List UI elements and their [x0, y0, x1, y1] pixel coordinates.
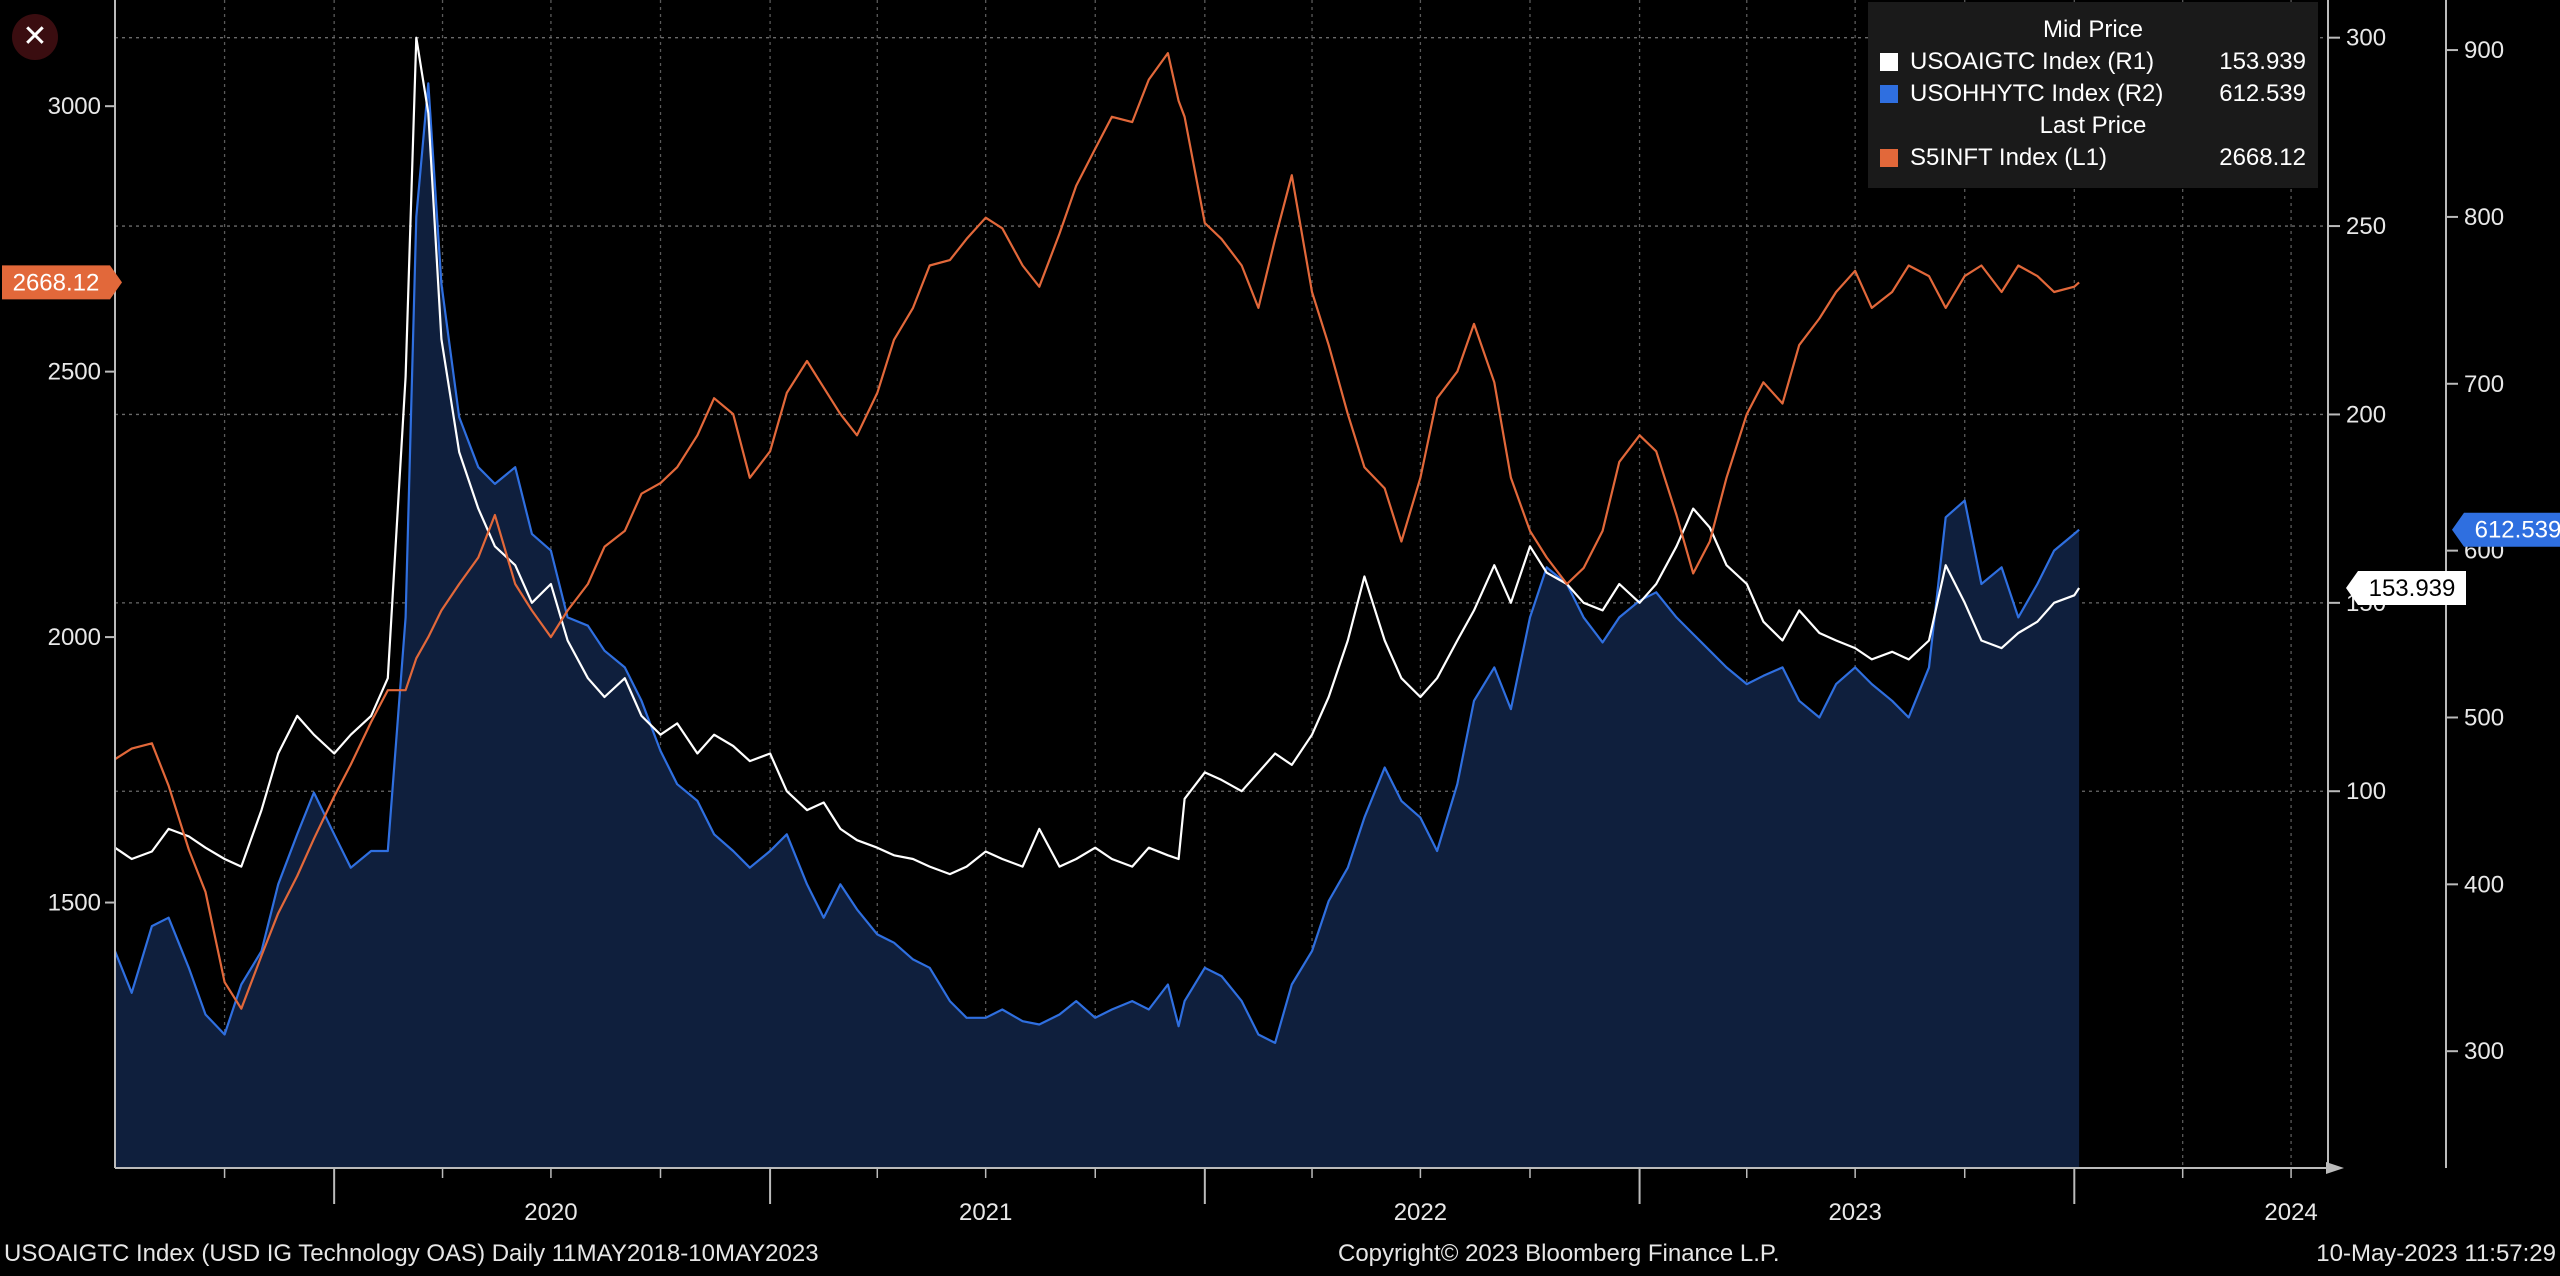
legend-item-value: 612.539 — [2219, 80, 2306, 107]
x-tick-label: 2020 — [524, 1199, 577, 1226]
x-tick-label: 2021 — [959, 1199, 1012, 1226]
legend-last-header: Last Price — [2039, 112, 2147, 139]
legend-swatch — [1880, 53, 1898, 71]
legend: Mid Price USOAIGTC Index (R1) 153.939 US… — [1868, 2, 2318, 188]
legend-mid-header: Mid Price — [2042, 16, 2144, 43]
legend-item-value: 153.939 — [2219, 48, 2306, 75]
right2-tick-label: 500 — [2464, 704, 2504, 731]
last-value-tag-label: 2668.12 — [13, 269, 100, 296]
left-tick-label: 2000 — [48, 624, 101, 651]
legend-item-s5inft: S5INFT Index (L1) 2668.12 — [1868, 142, 2318, 174]
legend-item-usohhytc: USOHHYTC Index (R2) 612.539 — [1868, 78, 2318, 110]
legend-item-value: 2668.12 — [2219, 144, 2306, 171]
series-line-usoaigtc-index — [114, 36, 2081, 876]
series-line-usohhytc-index — [113, 82, 2080, 1044]
x-axis-arrow — [2326, 1162, 2344, 1174]
right2-tick-label: 400 — [2464, 871, 2504, 898]
right1-tick-label: 100 — [2346, 778, 2386, 805]
legend-swatch — [1880, 85, 1898, 103]
series-line-s5inft-index — [114, 52, 2080, 1010]
footer-description: USOAIGTC Index (USD IG Technology OAS) D… — [4, 1240, 819, 1267]
footer-copyright: Copyright© 2023 Bloomberg Finance L.P. — [1338, 1240, 1780, 1267]
close-icon[interactable]: ✕ — [12, 14, 58, 60]
last-value-tag-label: 153.939 — [2369, 575, 2456, 602]
series-lines — [113, 36, 2081, 1044]
last-value-tag-right2 — [2452, 512, 2560, 547]
right2-tick-label: 700 — [2464, 371, 2504, 398]
last-value-tag-label: 612.539 — [2475, 517, 2560, 544]
legend-swatch — [1880, 149, 1898, 167]
legend-item-name: S5INFT Index (L1) — [1910, 144, 2107, 171]
left-tick-label: 2500 — [48, 359, 101, 386]
legend-item-name: USOHHYTC Index (R2) — [1910, 80, 2164, 107]
right1-tick-label: 250 — [2346, 213, 2386, 240]
last-value-tag-left — [2, 265, 122, 300]
legend-item-name: USOAIGTC Index (R1) — [1910, 48, 2155, 75]
last-value-tags: 2668.12 153.939 612.539 — [2, 265, 2560, 605]
left-tick-label: 1500 — [48, 890, 101, 917]
x-tick-label: 2022 — [1394, 1199, 1447, 1226]
footer-timestamp: 10-May-2023 11:57:29 — [2316, 1240, 2556, 1267]
left-tick-label: 3000 — [48, 93, 101, 120]
x-tick-label: 2024 — [2264, 1199, 2317, 1226]
legend-item-usoaigtc: USOAIGTC Index (R1) 153.939 — [1868, 46, 2318, 78]
right1-tick-label: 300 — [2346, 25, 2386, 52]
right1-tick-label: 200 — [2346, 401, 2386, 428]
last-value-tag-right1 — [2346, 570, 2466, 605]
x-tick-label: 2023 — [1828, 1199, 1881, 1226]
right2-tick-label: 800 — [2464, 204, 2504, 231]
right2-tick-label: 300 — [2464, 1038, 2504, 1065]
usohhytc-area — [115, 83, 2080, 1168]
right2-tick-label: 900 — [2464, 37, 2504, 64]
area-layer — [115, 83, 2080, 1168]
